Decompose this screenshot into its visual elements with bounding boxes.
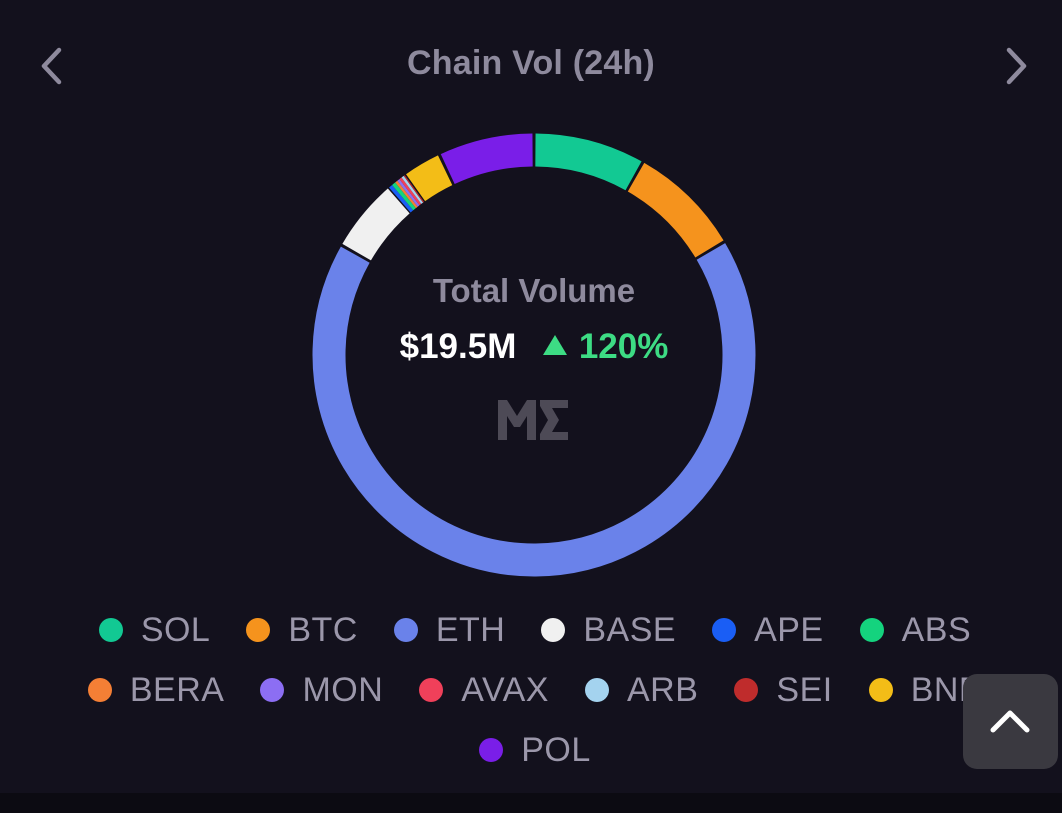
- legend-label: AVAX: [461, 670, 549, 709]
- legend-dot: [260, 678, 285, 702]
- legend-label: APE: [754, 610, 824, 649]
- volume-change: 120%: [542, 327, 669, 367]
- legend-dot: [541, 618, 566, 642]
- triangle-up-icon: [542, 335, 567, 355]
- legend-item-sei[interactable]: SEI: [734, 671, 832, 710]
- legend-item-base[interactable]: BASE: [541, 611, 676, 650]
- volume-change-value: 120%: [578, 327, 669, 366]
- legend-item-ape[interactable]: APE: [712, 611, 824, 650]
- donut-slice-btc[interactable]: [627, 162, 724, 258]
- donut-slice-bera[interactable]: [395, 180, 418, 209]
- legend-dot: [712, 618, 737, 642]
- chevron-left-icon: [41, 47, 62, 85]
- legend-item-mon[interactable]: MON: [260, 671, 383, 710]
- legend-label: MON: [302, 670, 384, 709]
- legend-dot: [393, 618, 418, 642]
- donut-slice-sol[interactable]: [534, 133, 642, 191]
- legend-dot: [87, 678, 112, 702]
- donut-slice-pol[interactable]: [440, 133, 534, 185]
- chart-legend: SOL BTC ETH BASE APE ABS BERA MON AVAX ARB SEI BNB P…: [40, 600, 1030, 780]
- donut-slice-eth[interactable]: [312, 243, 756, 577]
- legend-dot: [419, 678, 444, 702]
- donut-slice-arb[interactable]: [401, 175, 424, 204]
- prev-chart-button[interactable]: [31, 44, 75, 88]
- legend-item-eth[interactable]: ETH: [393, 610, 506, 650]
- donut-slice-avax[interactable]: [399, 177, 422, 206]
- legend-item-avax[interactable]: AVAX: [419, 671, 549, 710]
- legend-dot: [246, 618, 271, 642]
- total-volume-row: $19.5M 120%: [0, 327, 1062, 367]
- legend-row: SOL BTC ETH BASE APE ABS: [40, 600, 1030, 660]
- legend-label: SOL: [140, 610, 211, 649]
- legend-label: BASE: [583, 610, 677, 649]
- legend-item-pol[interactable]: POL: [479, 731, 591, 770]
- legend-item-arb[interactable]: ARB: [584, 670, 699, 710]
- donut-slice-bnb[interactable]: [406, 155, 453, 202]
- next-chart-button[interactable]: [993, 44, 1037, 88]
- legend-row: POL: [40, 720, 1030, 780]
- chevron-right-icon: [1006, 47, 1027, 85]
- legend-label: ARB: [626, 670, 699, 709]
- chart-title: Chain Vol (24h): [407, 44, 655, 82]
- legend-dot: [98, 618, 123, 642]
- legend-label: ETH: [435, 610, 506, 649]
- legend-item-abs[interactable]: ABS: [859, 610, 972, 650]
- legend-dot: [734, 678, 759, 702]
- legend-dot: [479, 738, 504, 762]
- legend-label: SEI: [776, 670, 833, 709]
- chevron-up-icon: [990, 710, 1030, 733]
- donut-slice-sei[interactable]: [403, 175, 425, 203]
- legend-label: BTC: [288, 610, 358, 649]
- bottom-bar: [0, 793, 1062, 813]
- donut-slice-base[interactable]: [342, 188, 410, 261]
- legend-dot: [584, 678, 609, 702]
- legend-label: BERA: [129, 670, 225, 709]
- legend-label: POL: [521, 730, 591, 769]
- donut-slice-abs[interactable]: [392, 182, 416, 211]
- total-volume-value: $19.5M: [399, 327, 517, 366]
- scroll-to-top-button[interactable]: [963, 674, 1058, 769]
- legend-label: ABS: [901, 610, 972, 649]
- legend-item-btc[interactable]: BTC: [246, 611, 358, 650]
- donut-slice-mon[interactable]: [397, 179, 420, 207]
- legend-row: BERA MON AVAX ARB SEI BNB: [40, 660, 1030, 720]
- legend-dot: [859, 618, 884, 642]
- legend-dot: [868, 678, 893, 702]
- legend-item-bera[interactable]: BERA: [87, 670, 225, 710]
- legend-item-sol[interactable]: SOL: [98, 610, 211, 650]
- magic-eden-logo-icon: [498, 400, 568, 440]
- donut-slice-ape[interactable]: [389, 184, 414, 213]
- total-volume-label: Total Volume: [432, 272, 636, 309]
